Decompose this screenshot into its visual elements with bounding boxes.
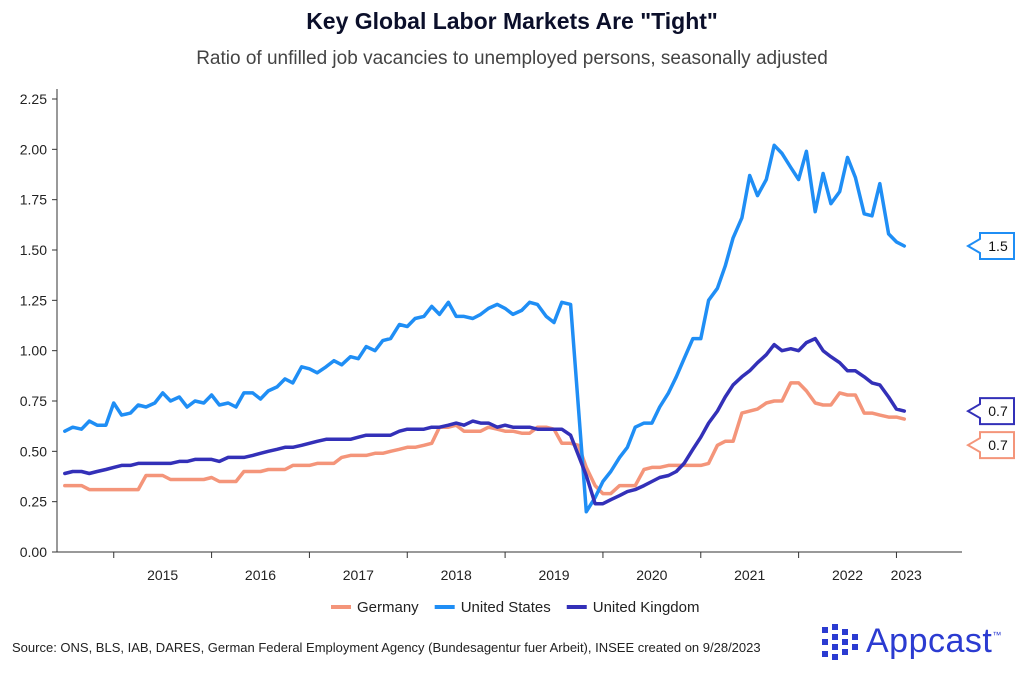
callout-box	[966, 231, 1015, 260]
x-tick-label: 2020	[636, 567, 667, 583]
end-callout-united-states: 1.5	[966, 231, 1015, 260]
chart-subtitle: Ratio of unfilled job vacancies to unemp…	[196, 48, 828, 69]
x-tick-label: 2022	[832, 567, 863, 583]
y-tick-label: 1.75	[20, 192, 47, 208]
end-callout-germany: 0.7	[966, 431, 1015, 460]
x-tick-label: 2021	[734, 567, 765, 583]
series-line-united-states	[63, 143, 907, 514]
end-value-callouts: 1.5 0.7 0.7	[966, 231, 1015, 460]
y-tick-label: 0.25	[20, 494, 47, 510]
x-tick-label: 2017	[343, 567, 374, 583]
y-tick-label: 2.00	[20, 141, 47, 157]
legend-label: Germany	[357, 599, 419, 616]
brand-logo: Appcast ™	[822, 622, 1001, 661]
x-tick-label: 2023	[891, 567, 922, 583]
x-tick-label: 2019	[538, 567, 569, 583]
callout-box	[966, 397, 1015, 426]
source-note: Source: ONS, BLS, IAB, DARES, German Fed…	[12, 640, 761, 655]
y-tick-label: 2.25	[20, 91, 47, 107]
y-tick-label: 1.50	[20, 242, 47, 258]
series-line-germany	[63, 381, 907, 496]
legend: Germany United States United Kingdom	[331, 599, 699, 616]
legend-item-united-kingdom: United Kingdom	[566, 599, 700, 616]
legend-label: United States	[461, 599, 551, 616]
legend-label: United Kingdom	[593, 599, 700, 616]
chart-title: Key Global Labor Markets Are "Tight"	[306, 8, 718, 34]
callout-value: 0.7	[988, 437, 1008, 453]
callout-value: 0.7	[988, 403, 1008, 419]
callout-value: 1.5	[988, 238, 1008, 254]
brand-name: Appcast	[866, 622, 993, 660]
y-tick-label: 0.00	[20, 544, 47, 560]
x-tick-label: 2016	[245, 567, 276, 583]
axes: 0.00 0.25 0.50 0.75 1.00 1.25 1.50 1.75 2.00 2.25…	[20, 89, 962, 583]
y-tick-label: 1.25	[20, 292, 47, 308]
appcast-mark-icon	[822, 623, 858, 660]
brand-trademark: ™	[992, 630, 1002, 640]
y-tick-label: 0.75	[20, 393, 47, 409]
y-tick-label: 1.00	[20, 343, 47, 359]
callout-box	[966, 431, 1015, 460]
series-lines	[63, 143, 907, 514]
x-tick-label: 2015	[147, 567, 178, 583]
legend-item-germany: Germany	[331, 599, 419, 616]
series-line-united-kingdom	[63, 336, 907, 506]
y-tick-label: 0.50	[20, 443, 47, 459]
end-callout-united-kingdom: 0.7	[966, 397, 1015, 426]
legend-item-united-states: United States	[434, 599, 551, 616]
x-tick-label: 2018	[441, 567, 472, 583]
